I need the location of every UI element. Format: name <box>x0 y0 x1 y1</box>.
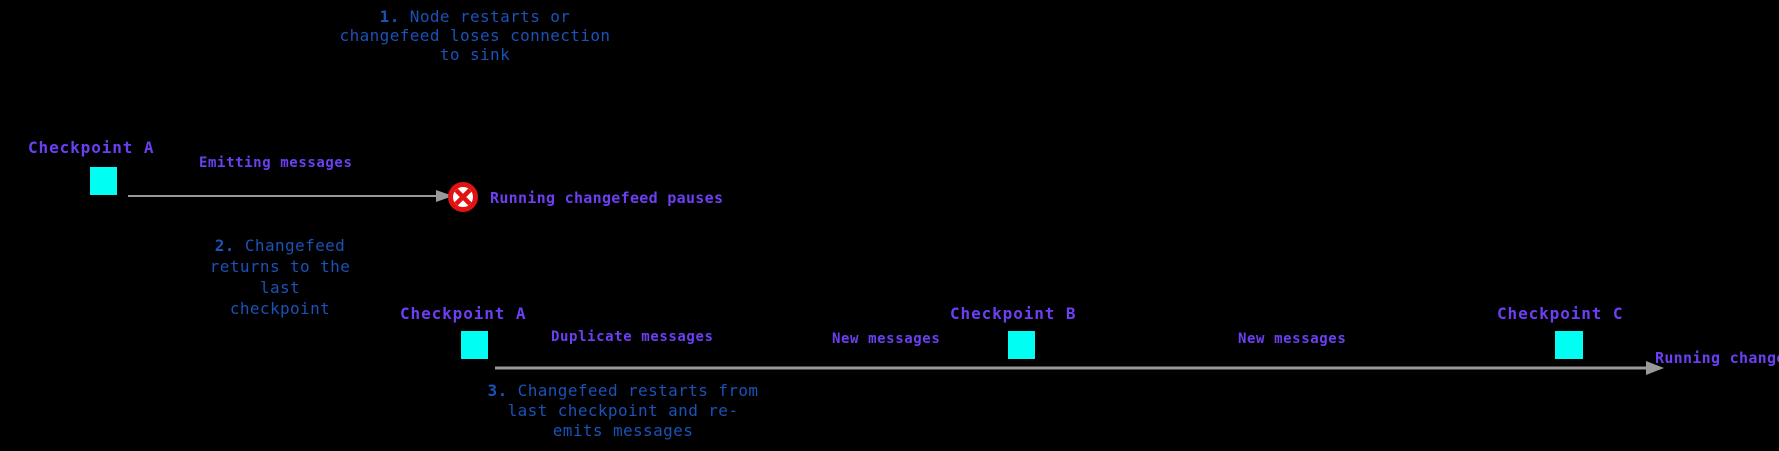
running-changefeed-pauses-label: Running changefeed pauses <box>490 189 724 207</box>
step-number: 2. <box>214 236 235 255</box>
new-messages-label-1: New messages <box>832 331 941 347</box>
annotation-step-2: 2. Changefeed returns to the last checkp… <box>209 236 351 318</box>
checkpoint-c-marker <box>1555 331 1583 359</box>
arrowhead-icon <box>436 190 453 202</box>
changefeed-paused-icon <box>448 182 478 212</box>
checkpoint-a-marker-timeline2 <box>461 331 488 359</box>
resume-timeline-arrow <box>495 361 1664 375</box>
emitting-messages-label: Emitting messages <box>199 155 353 171</box>
emitting-arrow <box>128 190 453 202</box>
step-number: 1. <box>379 7 400 26</box>
checkpoint-a-label-timeline2: Checkpoint A <box>400 304 527 323</box>
checkpoint-b-marker <box>1008 331 1035 359</box>
annotation-step-1: 1. Node restarts or changefeed loses con… <box>339 7 611 64</box>
new-messages-label-2: New messages <box>1238 331 1347 347</box>
checkpoint-c-label: Checkpoint C <box>1497 304 1624 323</box>
checkpoint-a-label-timeline1: Checkpoint A <box>28 138 155 157</box>
duplicate-messages-label: Duplicate messages <box>551 329 714 345</box>
annotation-step-3: 3. Changefeed restarts from last checkpo… <box>487 381 759 440</box>
checkpoint-b-label: Checkpoint B <box>950 304 1077 323</box>
checkpoint-a-marker-timeline1 <box>90 167 117 195</box>
step-number: 3. <box>487 381 508 400</box>
running-changefeed-resumes-label: Running changefeed resumes <box>1655 349 1779 367</box>
